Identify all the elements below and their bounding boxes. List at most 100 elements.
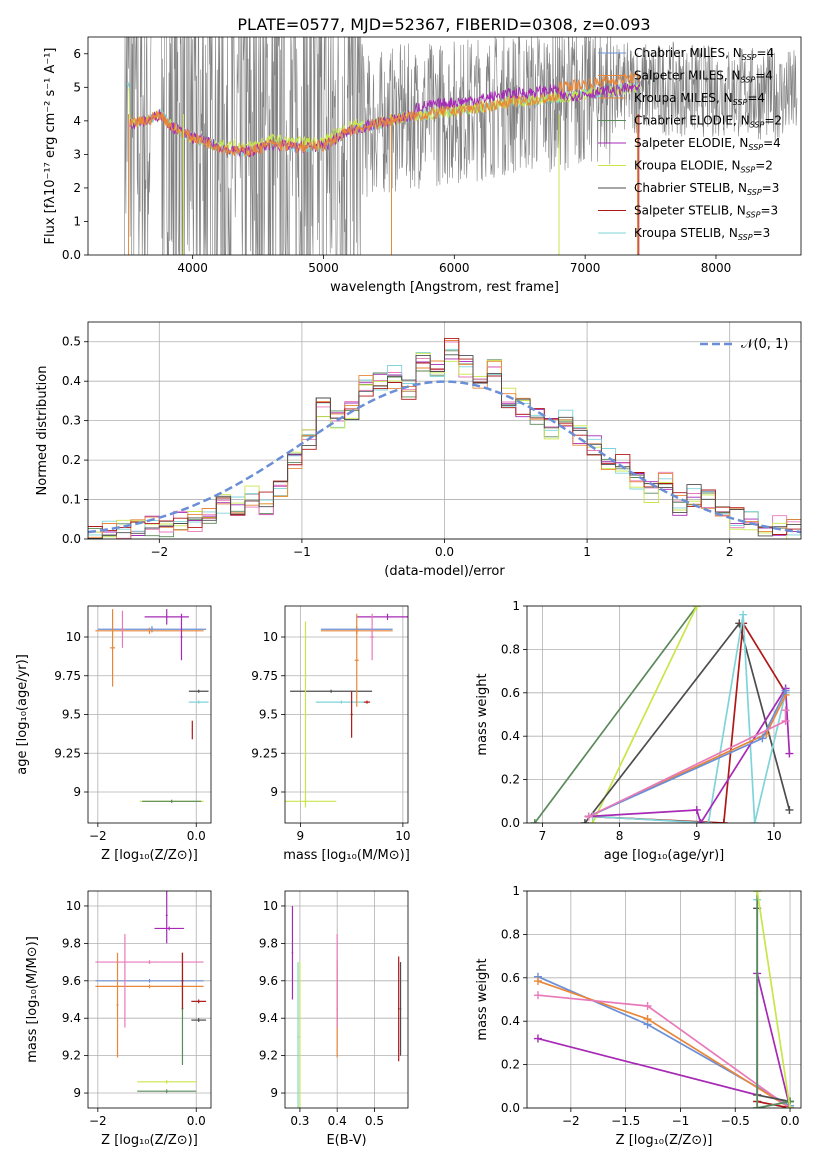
- errorbar-point: [191, 720, 193, 740]
- series-marker: [786, 1104, 795, 1108]
- series-marker: [530, 819, 539, 823]
- x-tick-label: 0.0: [187, 1114, 206, 1128]
- legend-entry: Salpeter MILES, NSSP=4: [634, 69, 773, 85]
- errorbar-point: [336, 934, 338, 1028]
- legend-entry: Chabrier MILES, NSSP=4: [634, 46, 774, 62]
- plot-area-residuals: [88, 337, 801, 539]
- plot-area-spectrum: [124, 37, 798, 255]
- axes-frame: [87, 36, 802, 256]
- x-tick-label: 10: [766, 829, 781, 843]
- errorbar-point: [297, 962, 299, 1108]
- normal-curve: [88, 380, 801, 534]
- x-tick-label: −2: [89, 829, 107, 843]
- series-marker: [643, 1002, 652, 1011]
- series-marker: [584, 812, 593, 821]
- x-axis-label: Z [log₁₀(Z/Z⊙)]: [616, 1133, 713, 1148]
- x-axis-label: Z [log₁₀(Z/Z⊙)]: [101, 1133, 198, 1148]
- series-marker: [696, 819, 705, 823]
- y-tick-label: 0.3: [62, 414, 81, 428]
- errorbar-point: [137, 1079, 197, 1084]
- y-tick-label: 0.8: [501, 642, 520, 656]
- series-line: [756, 891, 791, 1108]
- x-tick-label: 4000: [177, 261, 208, 275]
- y-tick-label: 0.0: [62, 248, 81, 262]
- series-marker: [704, 819, 713, 823]
- mass-weight-series: [753, 891, 795, 1108]
- y-tick-label: 4: [73, 114, 81, 128]
- figure-title: PLATE=0577, MJD=52367, FIBERID=0308, z=0…: [237, 15, 650, 34]
- series-marker: [781, 686, 790, 695]
- y-tick-label: 0.6: [501, 971, 520, 985]
- plot-area-mass-vs-Z: [95, 891, 207, 1094]
- x-axis-label: mass [log₁₀(M/M⊙)]: [283, 848, 410, 863]
- histogram-series: [88, 354, 801, 539]
- x-tick-label: 8: [616, 829, 624, 843]
- errorbar-point: [370, 613, 375, 661]
- x-tick-label: 0.0: [435, 545, 454, 559]
- series-marker: [785, 805, 794, 814]
- y-tick-label: 0.2: [62, 453, 81, 467]
- errorbar-point: [188, 689, 209, 693]
- y-axis-label: mass weight: [475, 673, 490, 755]
- observed-spectrum: [124, 37, 798, 255]
- y-tick-label: 9.25: [54, 746, 81, 760]
- series-marker: [750, 819, 759, 823]
- y-tick-label: 9: [73, 1086, 81, 1100]
- y-tick-label: 9.75: [54, 669, 81, 683]
- y-tick-label: 10: [263, 630, 278, 644]
- histogram-series: [88, 337, 801, 535]
- errorbar-point: [165, 891, 168, 944]
- y-tick-label: 9.6: [259, 974, 278, 988]
- x-tick-label: 9: [693, 829, 701, 843]
- plot-area-age-vs-mass: [285, 613, 408, 808]
- series-marker: [758, 734, 767, 743]
- y-axis-label: Flux [fλ10⁻¹⁷ erg cm⁻² s⁻¹ A⁻¹]: [43, 48, 58, 245]
- errorbar-point: [116, 952, 119, 1058]
- series-marker: [753, 1104, 762, 1108]
- series-line: [534, 606, 698, 823]
- errorbar-point: [95, 984, 204, 989]
- chart-age-vs-mass: 9 10 9 9.25 9.5 9.75 10 mass [log₁₀(M/M⊙)]: [251, 605, 411, 863]
- series-marker: [719, 819, 728, 823]
- errorbar-point: [397, 956, 400, 1062]
- y-tick-label: 9.4: [62, 1011, 81, 1025]
- chart-massweight-vs-Z: −2 −1.5 −1 −0.5 0.0 0.0 0.2 0.4 0.6 0.8 1 Z [log₁₀(…: [475, 884, 802, 1148]
- y-tick-label: 10: [66, 630, 81, 644]
- series-marker: [692, 606, 701, 610]
- y-tick-label: 0.0: [62, 532, 81, 546]
- errorbar-point: [95, 960, 204, 964]
- plot-area-massweight-vs-Z: [533, 891, 795, 1108]
- y-tick-label: 9.5: [259, 708, 278, 722]
- series-marker: [533, 977, 542, 986]
- y-tick-label: 9.8: [62, 936, 81, 950]
- y-tick-label: 2: [73, 181, 81, 195]
- chart-mass-vs-ebv: 0.3 0.4 0.5 9 9.2 9.4 9.6 9.8 10 E(B-V): [259, 890, 409, 1148]
- series-marker: [533, 991, 542, 1000]
- plot-area-massweight-vs-age: [530, 606, 794, 823]
- x-tick-label: 5000: [308, 261, 339, 275]
- legend-entry: 𝒩(0, 1): [741, 337, 788, 352]
- series-line: [591, 606, 698, 823]
- x-axis-label: wavelength [Angstrom, rest frame]: [330, 280, 559, 295]
- y-tick-label: 0.5: [62, 335, 81, 349]
- plot-area-mass-vs-ebv: [291, 905, 402, 1108]
- x-tick-label: 0.0: [780, 1114, 799, 1128]
- x-tick-label: −2: [89, 1114, 107, 1128]
- y-tick-label: 5: [73, 80, 81, 94]
- y-tick-label: 9.4: [259, 1011, 278, 1025]
- x-tick-label: 0.5: [365, 1114, 384, 1128]
- errorbar-point: [363, 700, 371, 704]
- errorbar-point: [123, 934, 126, 1028]
- x-tick-label: 10: [395, 829, 410, 843]
- x-tick-label: 0.4: [328, 1114, 347, 1128]
- y-tick-label: 9.2: [259, 1049, 278, 1063]
- x-tick-label: −1.5: [611, 1114, 640, 1128]
- x-tick-label: 1: [583, 545, 591, 559]
- y-axis-label: Normed distribution: [35, 366, 50, 496]
- y-tick-label: 10: [263, 899, 278, 913]
- legend-entry: Kroupa ELODIE, NSSP=2: [634, 159, 773, 175]
- model-spectrum: [129, 71, 641, 158]
- x-tick-label: 2: [726, 545, 734, 559]
